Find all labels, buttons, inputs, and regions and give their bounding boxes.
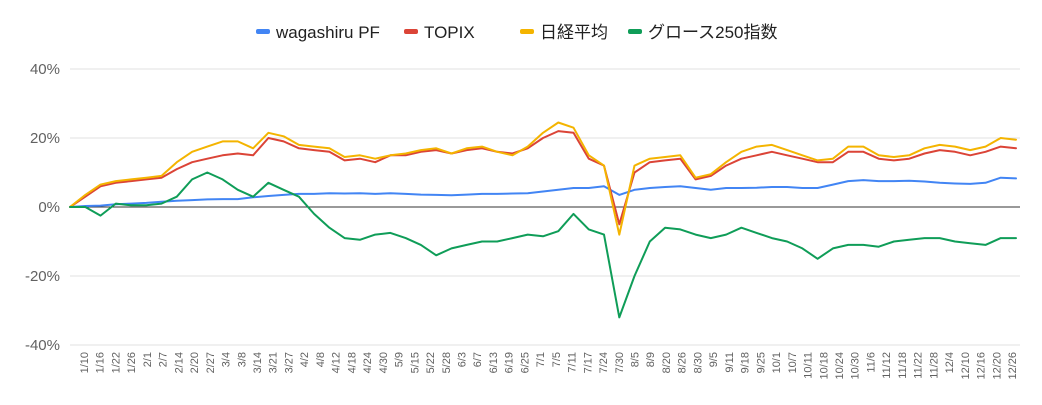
x-tick-label: 2/27 xyxy=(205,352,217,373)
x-tick-label: 8/26 xyxy=(677,352,689,373)
legend-label: wagashiru PF xyxy=(275,23,380,42)
legend-swatch xyxy=(520,29,534,34)
x-tick-label: 12/16 xyxy=(976,352,988,380)
x-tick-label: 3/14 xyxy=(252,352,264,373)
x-tick-label: 10/7 xyxy=(787,352,799,373)
legend-label: TOPIX xyxy=(424,23,475,42)
x-tick-label: 11/12 xyxy=(881,352,893,379)
legend-swatch xyxy=(628,29,642,34)
series-line-2 xyxy=(69,121,1017,236)
x-tick-label: 8/9 xyxy=(645,352,657,367)
x-tick-label: 2/7 xyxy=(158,352,170,367)
x-tick-label: 7/11 xyxy=(567,352,579,373)
x-tick-label: 6/25 xyxy=(519,352,531,373)
y-tick-label: 20% xyxy=(30,130,60,147)
x-tick-label: 7/17 xyxy=(582,352,594,373)
x-tick-label: 10/1 xyxy=(771,352,783,373)
y-axis: 40% 20% 0% -20% -40% xyxy=(25,61,60,354)
x-tick-label: 12/10 xyxy=(960,352,972,380)
x-tick-label: 4/2 xyxy=(299,352,311,367)
chart-legend: wagashiru PF TOPIX 日経平均 グロース250指数 xyxy=(256,23,778,42)
x-tick-label: 3/4 xyxy=(221,352,233,367)
legend-label: 日経平均 xyxy=(540,23,608,42)
x-tick-label: 1/10 xyxy=(79,352,91,373)
x-tick-label: 11/18 xyxy=(897,352,909,379)
chart-series xyxy=(69,121,1017,319)
x-tick-label: 6/7 xyxy=(472,352,484,367)
x-tick-label: 2/14 xyxy=(173,352,185,373)
x-tick-label: 11/28 xyxy=(928,352,940,379)
x-tick-label: 2/20 xyxy=(189,352,201,373)
legend-label: グロース250指数 xyxy=(648,23,778,42)
y-tick-label: -40% xyxy=(25,337,60,354)
x-tick-label: 12/4 xyxy=(944,352,956,373)
x-tick-label: 12/20 xyxy=(991,352,1003,380)
x-tick-label: 2/1 xyxy=(142,352,154,367)
x-tick-label: 7/5 xyxy=(551,352,563,367)
legend-swatch xyxy=(256,29,270,34)
x-tick-label: 1/22 xyxy=(110,352,122,373)
x-tick-label: 3/8 xyxy=(236,352,248,367)
legend-swatch xyxy=(404,29,418,34)
x-tick-label: 10/18 xyxy=(818,352,830,380)
x-tick-label: 12/26 xyxy=(1007,352,1019,380)
x-tick-label: 8/20 xyxy=(661,352,673,373)
x-tick-label: 9/25 xyxy=(755,352,767,373)
y-tick-label: 40% xyxy=(30,61,60,78)
x-tick-label: 5/15 xyxy=(409,352,421,373)
x-tick-label: 5/22 xyxy=(425,352,437,373)
x-tick-label: 4/30 xyxy=(378,352,390,373)
x-tick-label: 7/24 xyxy=(598,352,610,373)
x-tick-label: 10/11 xyxy=(803,352,815,379)
x-tick-label: 4/8 xyxy=(315,352,327,367)
x-tick-label: 8/5 xyxy=(630,352,642,367)
x-tick-label: 1/26 xyxy=(126,352,138,373)
x-axis: 1/10 1/16 1/22 1/26 2/1 2/7 2/14 2/20 2/27 3/4 3/8… xyxy=(79,352,1019,380)
x-tick-label: 7/30 xyxy=(614,352,626,373)
x-tick-label: 8/30 xyxy=(692,352,704,373)
x-tick-label: 9/5 xyxy=(708,352,720,367)
x-tick-label: 6/3 xyxy=(456,352,468,367)
x-tick-label: 6/13 xyxy=(488,352,500,373)
y-tick-label: 0% xyxy=(38,199,60,216)
x-tick-label: 10/30 xyxy=(850,352,862,380)
chart-gridlines xyxy=(70,68,1020,346)
series-line-1 xyxy=(69,130,1017,226)
x-tick-label: 4/18 xyxy=(346,352,358,373)
x-tick-label: 9/11 xyxy=(724,352,736,373)
x-tick-label: 10/24 xyxy=(834,352,846,380)
x-tick-label: 5/9 xyxy=(394,352,406,367)
x-tick-label: 1/16 xyxy=(95,352,107,373)
x-tick-label: 3/21 xyxy=(268,352,280,373)
x-tick-label: 11/6 xyxy=(865,352,877,373)
series-line-3 xyxy=(69,171,1017,319)
x-tick-label: 7/1 xyxy=(535,352,547,367)
x-tick-label: 4/12 xyxy=(331,352,343,373)
x-tick-label: 11/22 xyxy=(913,352,925,379)
x-tick-label: 3/27 xyxy=(283,352,295,373)
y-tick-label: -20% xyxy=(25,268,60,285)
series-line-0 xyxy=(69,176,1017,208)
x-tick-label: 6/19 xyxy=(504,352,516,373)
x-tick-label: 4/24 xyxy=(362,352,374,373)
x-tick-label: 5/28 xyxy=(441,352,453,373)
x-tick-label: 9/18 xyxy=(740,352,752,373)
